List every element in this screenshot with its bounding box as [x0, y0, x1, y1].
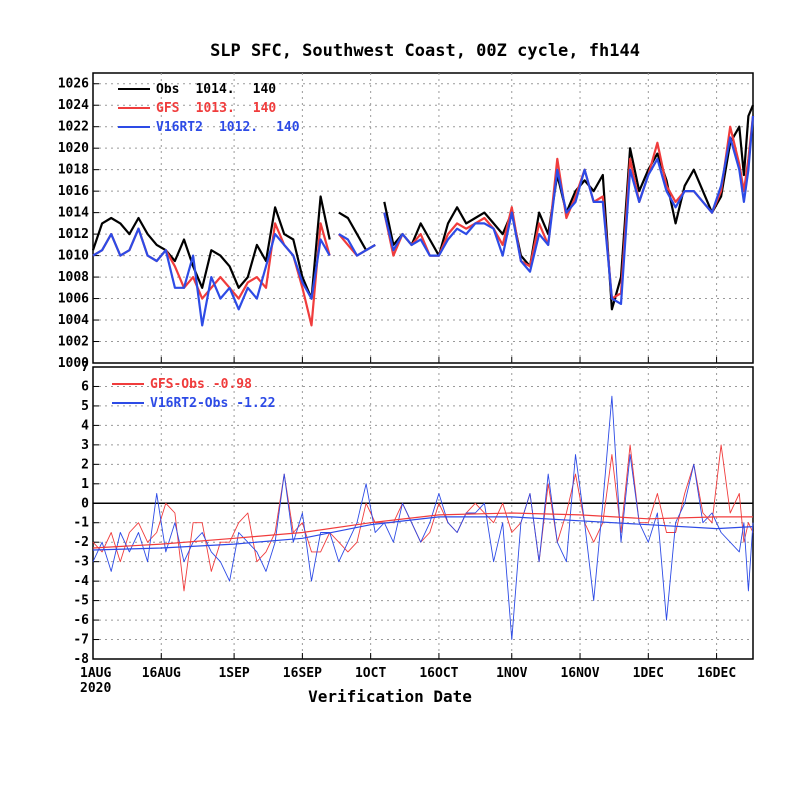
- series-line-v16rt2: [92, 227, 331, 327]
- y-tick-label: 1004: [58, 313, 89, 328]
- y-tick-label: 1008: [58, 270, 89, 285]
- legend-label: GFS-Obs: [150, 377, 205, 392]
- y-tick-label: -7: [73, 633, 89, 648]
- y-tick-label: 1016: [58, 184, 89, 199]
- legend-entry: V16RT2 1012. 140: [118, 120, 300, 135]
- series-line-gfs-obs: [92, 444, 754, 592]
- y-tick-label: 1006: [58, 292, 89, 307]
- plot-frame: [92, 366, 754, 660]
- x-tick-label: 16AUG: [142, 666, 181, 681]
- series-line-v16rt2-obs: [92, 395, 754, 640]
- y-tick-label: 6: [81, 379, 89, 394]
- y-tick-label: 1000: [58, 356, 89, 371]
- legend-mean: 1014.: [195, 82, 234, 97]
- y-tick-label: -2: [73, 535, 89, 550]
- y-tick-label: 2: [81, 457, 89, 472]
- y-tick-label: 1: [81, 477, 89, 492]
- legend-mean: -1.22: [236, 396, 275, 411]
- legend-label: Obs: [156, 82, 179, 97]
- y-tick-label: 7: [81, 360, 89, 375]
- x-tick-label: 1NOV: [496, 666, 527, 681]
- year-label: 2020: [80, 681, 111, 696]
- y-tick-label: 1018: [58, 163, 89, 178]
- series-line-v16rt2: [338, 233, 376, 257]
- x-tick-label: 1DEC: [633, 666, 664, 681]
- series-line-gfs: [92, 222, 331, 327]
- bias-panel: -8 -7 -6 -5 -4 -3 -2 -1 0 1 2 3 4 5 6 7 GFS-Obs -0.98 V16R…: [73, 360, 754, 681]
- legend-label: V16RT2-Obs: [150, 396, 228, 411]
- legend-mean: -0.98: [213, 377, 252, 392]
- x-tick-label: 1SEP: [218, 666, 249, 681]
- y-tick-label: -5: [73, 594, 89, 609]
- series-line-gfs-obs-running-mean: [92, 512, 753, 549]
- legend-label: GFS: [156, 101, 180, 116]
- y-tick-label: -6: [73, 613, 89, 628]
- x-tick-label: 16NOV: [560, 666, 599, 681]
- y-tick-label: -8: [73, 652, 89, 667]
- legend-label: V16RT2: [156, 120, 203, 135]
- legend-count: 140: [253, 101, 277, 116]
- legend-entry: GFS 1013. 140: [118, 101, 276, 116]
- y-tick-label: 1022: [58, 120, 89, 135]
- legend-count: 140: [253, 82, 277, 97]
- slp-panel: 1000 1002 1004 1006 1008 1010 1012 1014 1016 1018…: [58, 72, 755, 371]
- x-axis-label: Verification Date: [308, 687, 472, 706]
- y-tick-label: 5: [81, 399, 89, 414]
- y-tick-label: 0: [81, 496, 89, 511]
- series-line-obs: [338, 211, 376, 252]
- x-tick-label: 16SEP: [283, 666, 322, 681]
- x-tick-label: 1OCT: [355, 666, 386, 681]
- legend-mean: 1013.: [196, 101, 235, 116]
- y-tick-label: 1020: [58, 141, 89, 156]
- y-tick-label: 3: [81, 438, 89, 453]
- series-line-obs: [91, 195, 331, 300]
- y-tick-label: 1026: [58, 77, 89, 92]
- y-tick-label: 1010: [58, 249, 89, 264]
- y-tick-label: 4: [81, 418, 89, 433]
- legend-entry: V16RT2-Obs -1.22: [112, 396, 275, 411]
- series-line-v16rt2-obs-running-mean: [92, 516, 754, 551]
- y-tick-label: -1: [73, 516, 89, 531]
- series-line-obs: [383, 104, 755, 311]
- x-tick-label: 16OCT: [419, 666, 458, 681]
- y-tick-label: -4: [73, 574, 89, 589]
- legend-mean: 1012.: [219, 120, 258, 135]
- y-tick-label: -3: [73, 555, 89, 570]
- legend-count: 140: [276, 120, 300, 135]
- y-tick-label: 1024: [58, 98, 89, 113]
- plot-frame: [92, 72, 754, 364]
- x-tick-label: 16DEC: [697, 666, 736, 681]
- series-line-v16rt2: [383, 115, 755, 305]
- legend-entry: GFS-Obs -0.98: [112, 377, 252, 392]
- x-tick-label: 1AUG: [80, 666, 111, 681]
- y-tick-label: 1002: [58, 335, 89, 350]
- legend-entry: Obs 1014. 140: [118, 82, 276, 97]
- chart-title: SLP SFC, Southwest Coast, 00Z cycle, fh1…: [210, 41, 640, 61]
- y-tick-label: 1014: [58, 206, 89, 221]
- y-tick-label: 1012: [58, 227, 89, 242]
